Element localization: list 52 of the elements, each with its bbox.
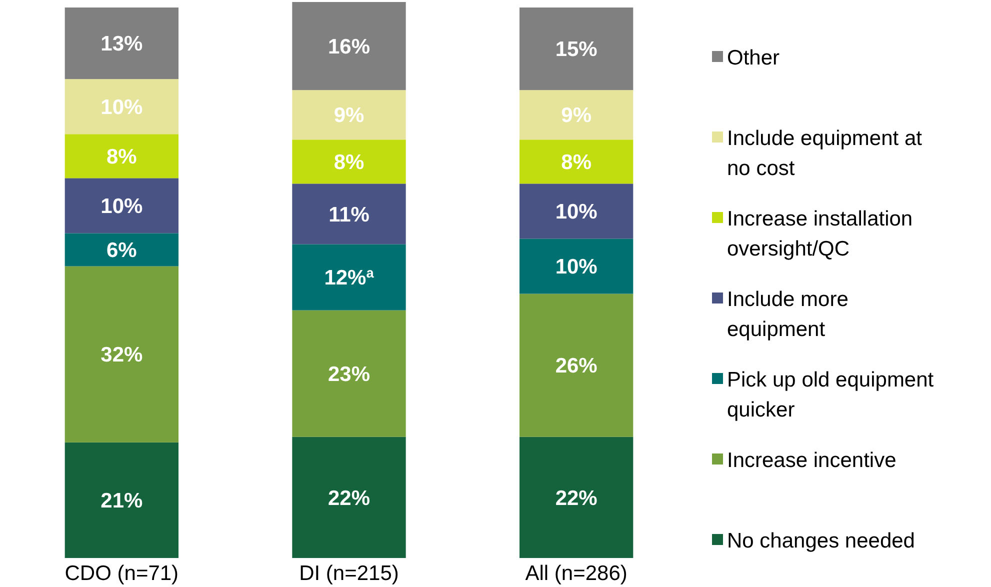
data-label: 11%	[328, 203, 370, 226]
bar	[292, 90, 406, 140]
bar	[292, 184, 406, 244]
data-label: 8%	[561, 150, 592, 174]
bar	[64, 442, 178, 558]
data-label: 15%	[555, 38, 598, 62]
bar	[64, 79, 178, 134]
legend-label: Pick up old equipment quicker	[727, 368, 934, 422]
data-label: 9%	[334, 104, 364, 128]
data-label: 22%	[328, 486, 370, 510]
bar	[292, 2, 406, 90]
bar	[292, 310, 406, 437]
bar	[520, 294, 634, 437]
legend-label: Include more equipment	[727, 288, 848, 341]
x-tick-label: All (n=286)	[525, 562, 628, 585]
data-label: 9%	[561, 104, 592, 128]
data-label: 22%	[555, 486, 598, 510]
bar	[64, 266, 178, 442]
bar	[64, 178, 178, 234]
bar	[520, 8, 634, 90]
data-label: 12%$^{a}$	[324, 265, 374, 290]
bar	[64, 8, 178, 80]
data-label: 13%	[100, 32, 144, 56]
data-label: 10%	[100, 96, 144, 119]
legend-label: Increase installation oversight/QC	[727, 207, 913, 260]
data-label: 26%	[555, 354, 598, 378]
data-label: 10%	[100, 195, 144, 218]
data-label: 23%	[328, 362, 370, 386]
bar	[292, 436, 406, 558]
bar	[520, 436, 634, 558]
data-label: 32%	[100, 344, 144, 367]
bar	[292, 244, 406, 310]
bar	[64, 233, 178, 266]
bar	[64, 134, 178, 178]
legend-label: Include equipment at no cost	[727, 126, 922, 180]
data-label: 8%	[106, 145, 138, 168]
x-tick-label: CDO (n=71)	[64, 562, 179, 585]
bar	[292, 140, 406, 184]
data-label: 10%	[555, 256, 598, 279]
bar	[520, 140, 634, 184]
legend-label: No changes needed	[727, 529, 915, 552]
data-label: 16%	[328, 35, 370, 58]
data-label: 6%	[106, 239, 138, 262]
legend-label: Increase incentive	[727, 448, 896, 472]
bar	[520, 184, 634, 239]
data-label: 8%	[334, 150, 364, 174]
data-label: 10%	[555, 200, 598, 224]
legend-label: Other	[727, 46, 780, 70]
bar	[520, 238, 634, 294]
data-label: 21%	[100, 490, 144, 513]
bar	[520, 90, 634, 140]
x-tick-label: DI (n=215)	[299, 562, 399, 585]
